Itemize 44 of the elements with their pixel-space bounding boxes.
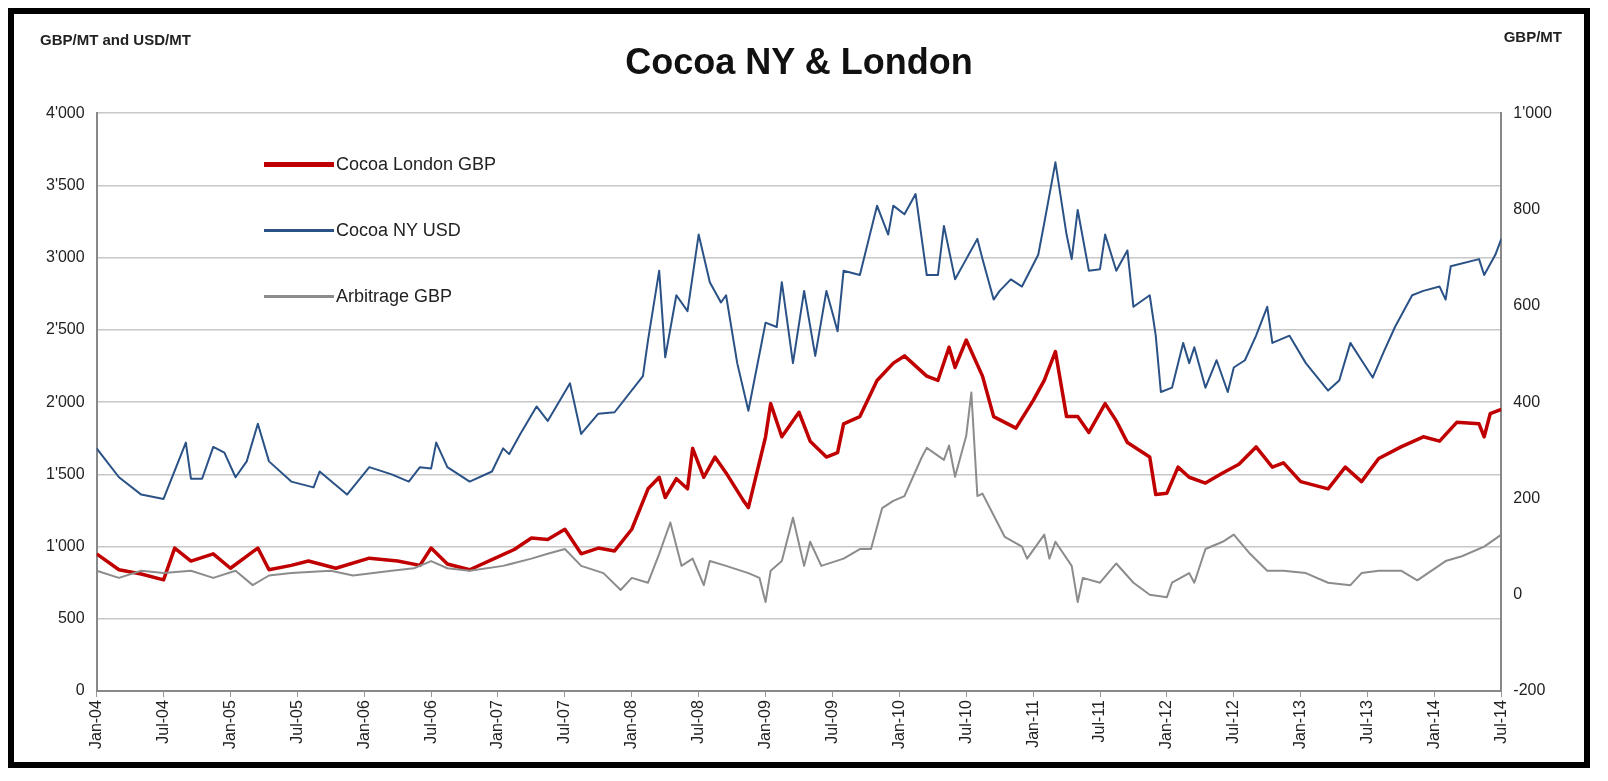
legend-label: Cocoa NY USD: [336, 220, 461, 241]
x-tick-label: Jan-10: [889, 699, 907, 749]
x-tick-label: Jan-12: [1157, 699, 1175, 749]
y-tick-label: 4'000: [45, 103, 85, 121]
x-tick-label: Jul-07: [555, 699, 573, 744]
y2-tick-label: 800: [1513, 199, 1541, 217]
y-tick-label: 0: [75, 681, 85, 699]
x-tick-label: Jan-11: [1023, 699, 1041, 748]
x-tick-label: Jan-14: [1424, 699, 1442, 749]
y2-tick-label: 1'000: [1513, 103, 1553, 121]
y-tick-label: 3'000: [45, 248, 85, 266]
legend-label: Arbitrage GBP: [336, 286, 453, 307]
x-tick-label: Jul-04: [153, 699, 171, 744]
y-tick-label: 2'000: [45, 392, 85, 410]
x-tick-label: Jul-11: [1090, 699, 1108, 743]
x-tick-label: Jul-13: [1357, 699, 1375, 744]
x-tick-label: Jul-06: [421, 699, 439, 744]
y-tick-label: 500: [57, 609, 85, 627]
x-tick-label: Jan-04: [87, 699, 105, 749]
y2-tick-label: 0: [1513, 585, 1523, 603]
y-tick-label: 1'500: [45, 464, 85, 482]
legend-label: Cocoa London GBP: [336, 154, 497, 175]
y2-axis-title: GBP/MT: [1503, 28, 1562, 45]
x-tick-label: Jan-05: [220, 699, 238, 749]
x-tick-label: Jul-10: [956, 699, 974, 744]
x-tick-label: Jan-13: [1291, 699, 1309, 749]
x-tick-label: Jul-09: [822, 699, 840, 744]
x-tick-label: Jul-05: [287, 699, 305, 744]
x-tick-label: Jul-14: [1491, 699, 1509, 744]
y2-tick-label: 200: [1513, 488, 1541, 506]
y2-tick-label: 400: [1513, 392, 1541, 410]
y-axis-title: GBP/MT and USD/MT: [40, 30, 192, 50]
x-tick-label: Jul-08: [689, 699, 707, 744]
x-tick-label: Jan-09: [755, 699, 773, 749]
y2-tick-label: -200: [1513, 681, 1546, 699]
y-tick-label: 3'500: [45, 175, 85, 193]
y-tick-label: 2'500: [45, 320, 85, 338]
x-tick-label: Jan-06: [354, 699, 372, 749]
chart-title: Cocoa NY & London: [625, 40, 973, 82]
y-tick-label: 1'000: [45, 537, 85, 555]
x-tick-label: Jan-07: [488, 699, 506, 749]
y2-tick-label: 600: [1513, 296, 1541, 314]
x-tick-label: Jan-08: [622, 699, 640, 749]
x-tick-label: Jul-12: [1224, 699, 1242, 744]
